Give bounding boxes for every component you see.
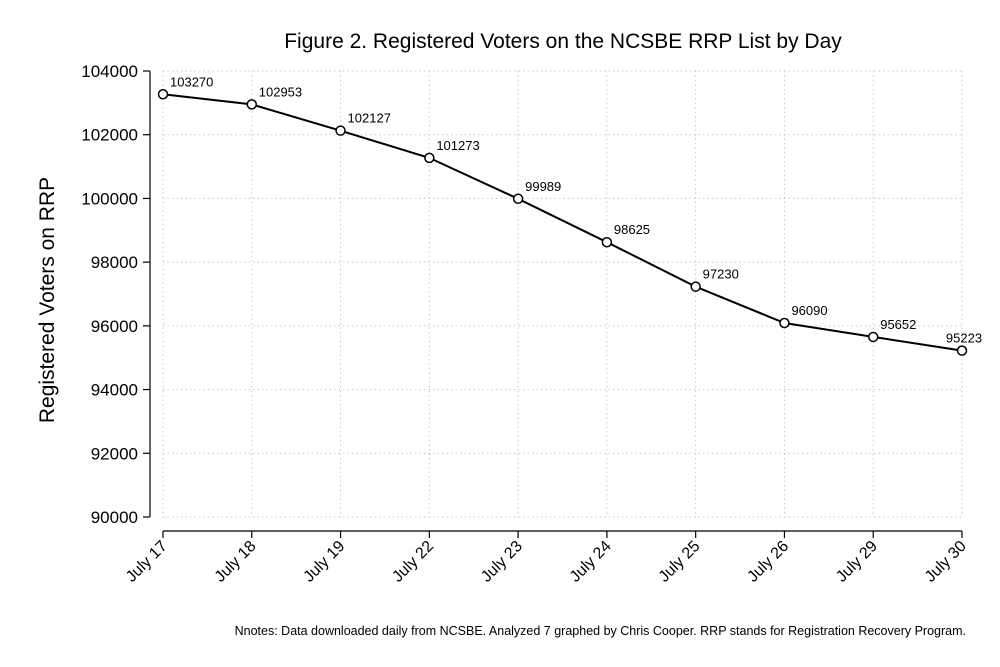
data-point (867, 331, 879, 343)
data-point (956, 345, 968, 356)
x-tick-label: July 29 (833, 538, 881, 586)
y-tick-label: 100000 (81, 189, 138, 208)
y-tick-label: 94000 (91, 381, 138, 400)
data-point (601, 236, 613, 248)
data-label: 103270 (170, 74, 213, 89)
data-point (246, 99, 258, 110)
gridlines (162, 70, 963, 518)
y-tick-label: 98000 (91, 253, 138, 272)
data-label: 102953 (259, 84, 302, 99)
series-line (162, 93, 963, 352)
data-labels: 103270 102953 102127 101273 99989 98625 97230 9… (170, 74, 982, 345)
x-tick-label: July 30 (922, 538, 970, 586)
x-tick-label: July 26 (744, 538, 792, 586)
data-point (779, 317, 790, 329)
data-point (157, 89, 169, 100)
data-label: 97230 (703, 267, 739, 282)
y-tick-label: 104000 (81, 62, 138, 81)
x-tick-label: July 18 (212, 538, 260, 586)
y-tick-label: 90000 (91, 508, 138, 527)
data-label: 99989 (525, 179, 561, 194)
y-tick-label: 92000 (91, 444, 138, 463)
data-point (690, 281, 701, 292)
y-tick-label: 102000 (81, 126, 138, 145)
axes: 90000 92000 94000 96000 98000 100000 102000 104… (81, 62, 970, 586)
data-label: 98625 (614, 222, 650, 237)
data-label: 102127 (348, 111, 391, 126)
x-tick-label: July 22 (389, 538, 437, 586)
data-point (512, 193, 524, 205)
data-label: 96090 (791, 303, 827, 318)
data-label: 95652 (880, 317, 916, 332)
y-tick-label: 96000 (91, 317, 138, 336)
x-tick-label: July 19 (301, 538, 349, 586)
data-label: 101273 (436, 138, 479, 153)
data-point (335, 125, 346, 136)
data-point (424, 152, 435, 164)
x-tick-label: July 25 (656, 538, 704, 586)
chart-title: Figure 2. Registered Voters on the NCSBE… (284, 30, 842, 53)
data-label: 95223 (946, 331, 982, 346)
x-tick-label: July 23 (478, 538, 526, 586)
x-tick-label: July 17 (123, 538, 171, 586)
y-axis-label: Registered Voters on RRP (36, 177, 59, 423)
data-series (157, 89, 968, 356)
x-tick-label: July 24 (567, 538, 615, 586)
footnote: Nnotes: Data downloaded daily from NCSBE… (234, 624, 966, 638)
